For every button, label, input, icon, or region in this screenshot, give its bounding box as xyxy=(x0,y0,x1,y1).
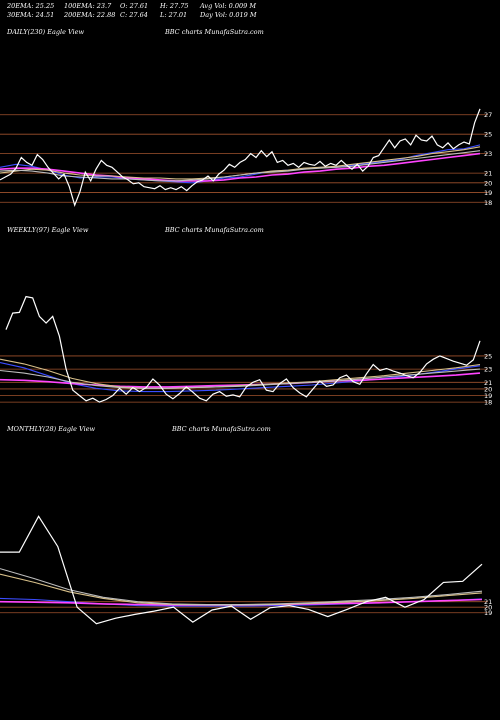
ema100-value: 100EMA: 23.7 xyxy=(64,2,112,10)
ema30-value: 30EMA: 24.51 xyxy=(7,11,55,19)
weekly-tick-label: 23 xyxy=(484,366,492,374)
ema20-value: 20EMA: 25.25 xyxy=(7,2,55,10)
monthly-price-line xyxy=(0,515,483,625)
weekly-tick-label: 21 xyxy=(484,379,492,387)
monthly-tick-label: 20 xyxy=(484,604,492,612)
daily-price-line xyxy=(0,108,481,208)
daily-ema-line xyxy=(0,150,481,182)
daily-ema-line xyxy=(0,144,481,184)
ema200-value: 200EMA: 22.88 xyxy=(64,11,116,19)
weekly-ema-line xyxy=(0,368,481,389)
daily-tick-label: 21 xyxy=(484,170,492,178)
daily-panel-label: DAILY(230) Eagle View xyxy=(7,28,85,36)
daily-tick-label: 18 xyxy=(484,199,492,207)
avg-vol-value: Avg Vol: 0.009 M xyxy=(200,2,257,10)
weekly-tick-label: 18 xyxy=(484,399,492,407)
daily-tick-label: 23 xyxy=(484,150,492,158)
daily-panel-credit: BBC charts MunafaSutra.com xyxy=(165,28,264,36)
daily-tick-label: 20 xyxy=(484,179,492,187)
weekly-panel-credit: BBC charts MunafaSutra.com xyxy=(165,226,264,234)
weekly-price-line xyxy=(5,295,481,403)
weekly-ema-line xyxy=(0,361,481,393)
weekly-tick-label: 25 xyxy=(484,352,492,360)
high-value: H: 27.75 xyxy=(160,2,189,10)
monthly-tick-label: 21 xyxy=(484,598,492,606)
open-value: O: 27.61 xyxy=(120,2,149,10)
low-value: L: 27.01 xyxy=(160,11,188,19)
daily-tick-label: 25 xyxy=(484,131,492,139)
weekly-tick-label: 19 xyxy=(484,392,492,400)
monthly-panel-credit: BBC charts MunafaSutra.com xyxy=(172,425,271,433)
day-vol-value: Day Vol: 0.019 M xyxy=(200,11,257,19)
daily-tick-label: 27 xyxy=(484,111,492,119)
monthly-ema-line xyxy=(0,573,483,606)
close-value: C: 27.64 xyxy=(120,11,148,19)
daily-tick-label: 19 xyxy=(484,189,492,197)
weekly-tick-label: 20 xyxy=(484,385,492,393)
daily-ema-line xyxy=(0,152,481,182)
monthly-panel-label: MONTHLY(28) Eagle View xyxy=(7,425,96,433)
monthly-ema-line xyxy=(0,568,483,606)
weekly-ema-line xyxy=(0,372,481,388)
weekly-ema-line xyxy=(0,358,481,389)
weekly-panel-label: WEEKLY(97) Eagle View xyxy=(7,226,89,234)
monthly-tick-label: 19 xyxy=(484,609,492,617)
